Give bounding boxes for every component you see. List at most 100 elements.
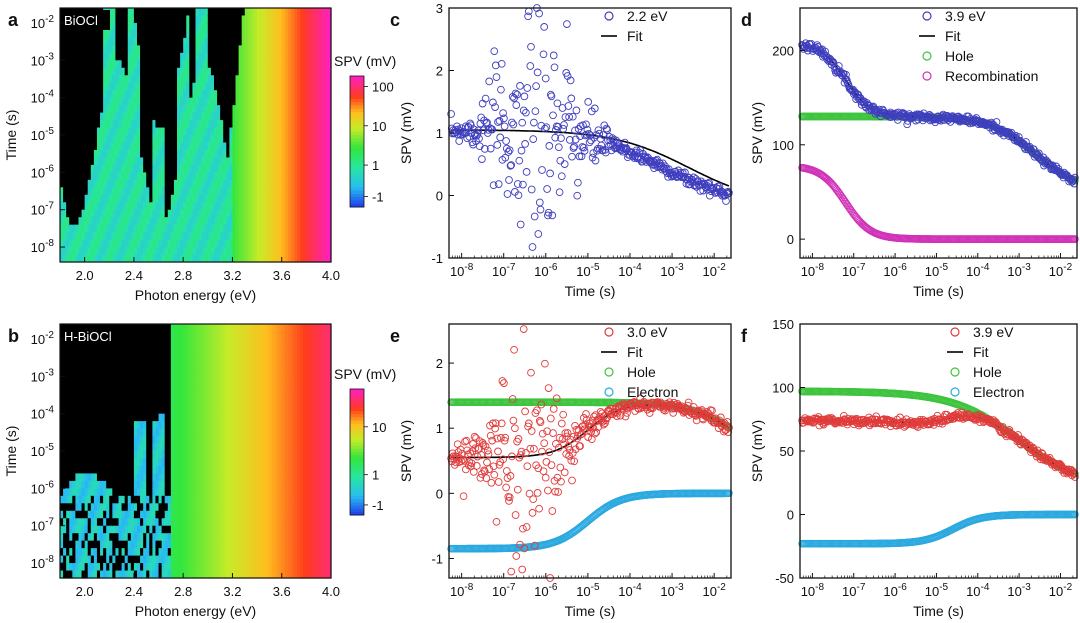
data-point — [571, 421, 579, 430]
data-point — [498, 377, 507, 385]
data-point — [529, 495, 538, 504]
data-point — [502, 137, 510, 145]
data-point — [546, 169, 554, 178]
x-tick-label-exp: -6 — [549, 582, 558, 593]
data-point — [491, 103, 499, 111]
x-tick-label: 10-7 — [842, 582, 866, 599]
data-point — [560, 121, 568, 129]
data-point — [561, 113, 570, 121]
legend-marker — [922, 71, 932, 81]
data-point — [542, 458, 551, 466]
data-point — [535, 198, 544, 207]
data-point — [585, 129, 593, 138]
series-3.0-ev — [447, 325, 733, 582]
data-point — [533, 68, 542, 77]
legend-marker — [950, 327, 960, 337]
data-point — [447, 110, 455, 118]
data-point — [560, 160, 569, 168]
y-tick-label: -1 — [431, 251, 443, 266]
data-point — [821, 47, 829, 56]
data-point — [509, 120, 518, 129]
panel-f: f10-8 10-7 10-6 10-5 10-4 10-3 10-2-5005010015… — [741, 317, 1079, 619]
x-tick-label-base: 10 — [660, 584, 674, 599]
x-tick-label-exp: -7 — [506, 582, 515, 593]
data-point — [513, 90, 521, 99]
legend-marker — [604, 387, 614, 397]
data-point — [548, 211, 557, 220]
data-point — [502, 467, 511, 475]
x-tick-label: 10-6 — [883, 582, 907, 599]
x-tick-label-base: 10 — [883, 264, 897, 279]
data-point — [582, 120, 590, 129]
y-axis-label: SPV (mV) — [749, 420, 765, 482]
x-tick-label-exp: -2 — [717, 262, 726, 273]
data-point — [459, 492, 468, 501]
series-electron — [447, 489, 733, 553]
data-point — [518, 565, 527, 574]
x-tick-label-base: 10 — [925, 584, 939, 599]
data-point — [590, 104, 599, 113]
data-point — [549, 405, 558, 413]
x-tick-label: 10-3 — [1007, 262, 1031, 279]
data-point — [557, 419, 566, 428]
data-point — [523, 462, 532, 471]
data-point — [565, 113, 573, 121]
data-point — [548, 507, 557, 515]
y-tick-label: 2 — [436, 64, 443, 79]
data-point — [500, 114, 508, 123]
y-axis-label: SPV (mV) — [749, 102, 765, 164]
x-tick-label: 10-4 — [966, 262, 990, 279]
x-tick-label: 10-6 — [534, 262, 558, 279]
data-point — [503, 190, 512, 198]
legend-item: Electron — [950, 384, 1024, 400]
data-point — [549, 51, 558, 60]
heatmap-cells — [60, 8, 332, 263]
data-point — [494, 447, 502, 456]
x-tick-label-base: 10 — [618, 584, 632, 599]
data-point — [478, 99, 487, 108]
data-point — [486, 144, 495, 153]
data-point — [505, 176, 513, 184]
data-point — [516, 220, 525, 229]
data-point — [511, 89, 520, 98]
legend-marker — [604, 327, 614, 337]
x-tick-label-base: 10 — [618, 264, 632, 279]
x-tick-label: 10-3 — [660, 262, 684, 279]
x-tick-label-base: 10 — [1007, 584, 1021, 599]
y-tick-label: -50 — [775, 571, 794, 586]
x-tick-label: 10-2 — [1049, 582, 1073, 599]
data-point — [473, 130, 482, 138]
x-tick-label: 10-8 — [450, 582, 474, 599]
data-point — [542, 123, 551, 132]
data-point — [482, 119, 491, 128]
data-point — [524, 7, 533, 16]
data-point — [521, 407, 529, 416]
x-tick-label-exp: -7 — [506, 262, 515, 273]
data-point — [521, 140, 529, 148]
data-point — [565, 136, 574, 144]
x-tick-label-base: 10 — [801, 584, 815, 599]
legend-item: Hole — [604, 364, 656, 380]
legend-label: Hole — [973, 364, 1002, 380]
data-point — [705, 178, 713, 187]
data-point — [500, 122, 509, 131]
data-point — [571, 126, 579, 135]
x-tick-label: 10-7 — [842, 262, 866, 279]
legend-item: 2.2 eV — [604, 8, 668, 24]
x-tick-label-exp: -6 — [898, 582, 907, 593]
x-tick-label-base: 10 — [883, 584, 897, 599]
data-point — [529, 135, 538, 143]
data-point — [524, 12, 532, 21]
data-point — [594, 126, 603, 135]
data-point — [541, 74, 550, 83]
data-point — [512, 552, 521, 560]
data-point — [539, 467, 548, 476]
x-tick-label-exp: -4 — [981, 262, 990, 273]
plot-frame — [799, 7, 1078, 259]
x-tick-label: 10-8 — [801, 582, 825, 599]
data-point — [511, 424, 519, 433]
series-3.9-ev — [798, 39, 1079, 188]
data-point — [491, 61, 500, 70]
y-tick-label: 0 — [436, 189, 443, 204]
